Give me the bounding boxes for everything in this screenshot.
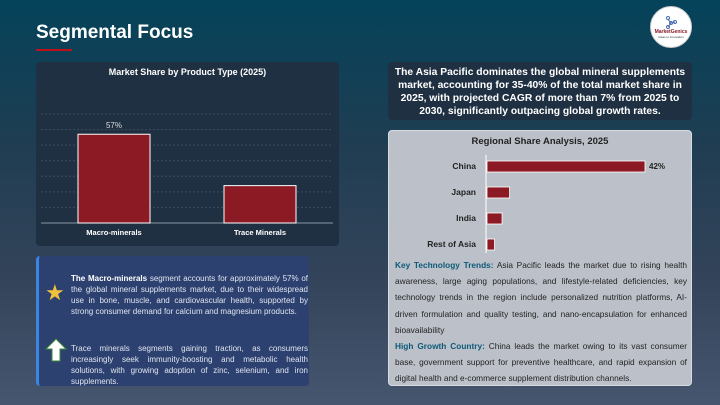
growth-body: China leads the market owing to its vast… [395,341,687,384]
data-label: 57% [106,121,122,130]
trace-insight: Trace minerals segments gaining traction… [71,344,308,386]
bar [486,212,503,225]
macro-insight-body: segment accounts for approximately 57% o… [71,274,309,316]
logo: MarketGenics Ideas to Innovation [650,6,692,48]
page-title: Segmental Focus [36,22,194,43]
bar [223,185,297,224]
product-type-chart-panel: Market Share by Product Type (2025) 57% M… [36,62,339,246]
insights-panel: ★ The Macro-minerals segment accounts fo… [36,256,309,386]
data-label: 42% [649,162,665,171]
title-underline [36,49,72,51]
logo-icon [666,16,677,29]
bar [486,186,510,199]
up-arrow-icon [45,338,67,362]
logo-name: MarketGenics [654,29,688,35]
category-label: Japan [451,187,476,197]
bar [77,133,151,224]
macro-insight: The Macro-minerals segment accounts for … [71,273,308,317]
logo-tagline: Ideas to Innovation [658,35,684,39]
regional-chart: China 42% Japan India Rest of Asia [427,155,665,253]
category-label: China [452,161,476,171]
trends-text: Key Technology Trends: Asia Pacific lead… [395,257,687,387]
category-label: Macro-minerals [86,228,141,237]
trends-key-label: Key Technology Trends: [395,260,494,270]
regional-chart-panel: Regional Share Analysis, 2025 China 42% Ja… [388,130,692,386]
category-label: Rest of Asia [427,239,476,249]
trends-body: Asia Pacific leads the market due to ris… [395,260,687,335]
chart-title: Market Share by Product Type (2025) [108,67,267,77]
product-type-chart: 57% Macro-minerals Trace Minerals [41,113,333,237]
bar [486,238,495,251]
bar [486,160,646,173]
category-label: Trace Minerals [234,228,286,237]
growth-key-label: High Growth Country: [395,341,485,352]
category-label: India [456,213,476,223]
macro-insight-bold: The Macro-minerals [71,274,148,283]
chart-title: Regional Share Analysis, 2025 [471,136,609,147]
summary-text: The Asia Pacific dominates the global mi… [388,62,692,120]
star-icon: ★ [45,280,65,305]
